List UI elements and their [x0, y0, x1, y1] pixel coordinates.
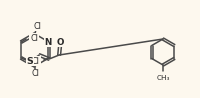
Text: CH₃: CH₃ [156, 75, 170, 81]
Text: Cl: Cl [32, 57, 40, 65]
Text: Cl: Cl [30, 34, 38, 43]
Text: O: O [56, 38, 64, 46]
Text: N: N [44, 38, 51, 46]
Text: Cl: Cl [31, 69, 39, 78]
Text: S: S [27, 57, 34, 65]
Text: Cl: Cl [33, 21, 41, 30]
